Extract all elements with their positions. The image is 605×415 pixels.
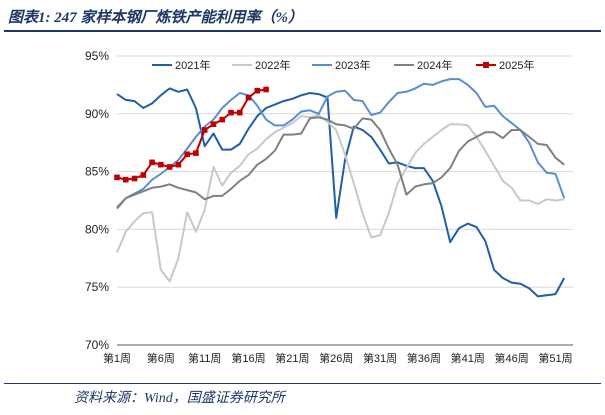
series-line-2024年 [116,116,565,210]
data-point [245,94,252,101]
y-tick-label: 95% [85,49,109,63]
x-tick-label: 第51周 [538,351,572,365]
data-point [184,151,190,158]
x-tick-label: 第21周 [275,351,309,365]
data-point [254,87,261,94]
data-point [149,159,155,166]
data-point [131,175,138,182]
data-point [158,161,164,168]
data-point [263,86,269,93]
x-tick-label: 第1周 [103,351,131,365]
x-tick-label: 第46周 [494,351,528,365]
data-point [210,121,217,128]
y-tick-label: 70% [85,338,109,352]
legend-label: 2023年 [335,58,370,72]
chart-title: 图表1: 247 家样本钢厂炼铁产能利用率（%） [8,10,303,26]
line-chart: 70% 75% 80% 85% 90% 95% 第1周 第6周 第11周 第16周 第21周 第26周… [85,49,573,365]
data-point [140,172,147,178]
source-divider [4,383,601,384]
x-tick-label: 第26周 [319,351,353,365]
x-tick-label: 第16周 [231,351,265,365]
y-tick-label: 85% [85,165,109,179]
legend-label: 2022年 [255,58,290,72]
x-tick-label: 第6周 [147,351,175,365]
legend-label: 2025年 [499,58,534,72]
y-tick-label: 90% [85,107,109,121]
series-line-2021年 [116,87,566,298]
x-tick-label: 第31周 [363,351,397,365]
x-tick-label: 第11周 [188,351,221,365]
legend-label: 2021年 [175,58,210,72]
y-tick-label: 80% [85,222,109,236]
data-point [201,127,208,133]
source-note: 资料来源：Wind，国盛证券研究所 [74,391,285,406]
data-point [193,150,199,156]
title-divider [4,30,601,32]
data-point [175,161,182,168]
data-point [236,109,243,116]
x-tick-label: 第36周 [407,351,441,365]
series-line-2023年 [116,78,566,209]
data-point [114,174,120,181]
legend-marker [483,62,489,68]
y-tick-label: 75% [85,280,109,294]
data-point [122,176,129,183]
series-line-2022年 [116,114,565,283]
data-point [219,116,226,123]
data-point [228,109,234,116]
data-point [166,164,173,170]
series-line-2025年 [116,88,267,181]
x-tick-label: 第41周 [451,351,485,365]
legend-label: 2024年 [417,58,452,72]
